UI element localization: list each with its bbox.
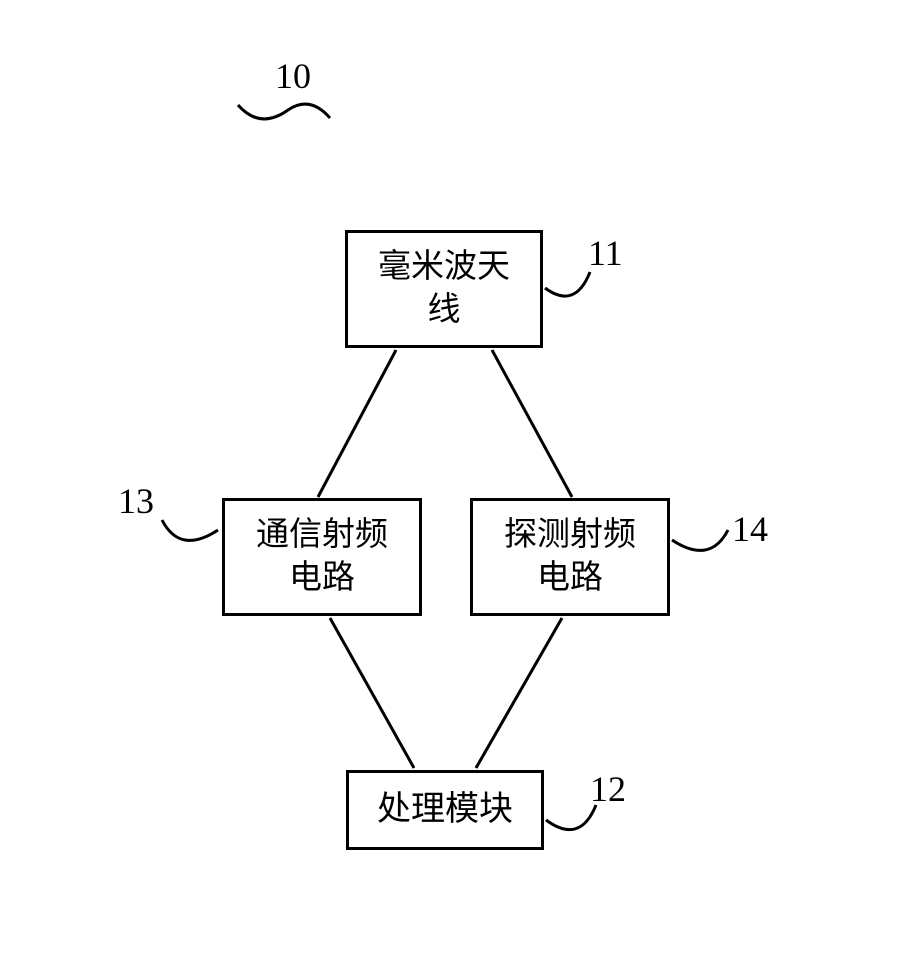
- detect-rf-number-label: 14: [732, 508, 768, 550]
- block-diagram: 10 毫米波天 线 11 通信射频 电路 13 探测射频 电路 14 处理模块 …: [0, 0, 907, 972]
- detect-rf-box-text: 探测射频 电路: [504, 514, 636, 600]
- processor-box-text: 处理模块: [377, 788, 513, 832]
- antenna-box-text: 毫米波天 线: [378, 246, 510, 332]
- comm-rf-number-label: 13: [118, 480, 154, 522]
- diagram-title-label: 10: [275, 55, 311, 97]
- comm-rf-box: 通信射频 电路: [222, 498, 422, 616]
- antenna-box: 毫米波天 线: [345, 230, 543, 348]
- comm-rf-box-text: 通信射频 电路: [256, 514, 388, 600]
- antenna-number-label: 11: [588, 232, 623, 274]
- processor-number-label: 12: [590, 768, 626, 810]
- processor-box: 处理模块: [346, 770, 544, 850]
- detect-rf-box: 探测射频 电路: [470, 498, 670, 616]
